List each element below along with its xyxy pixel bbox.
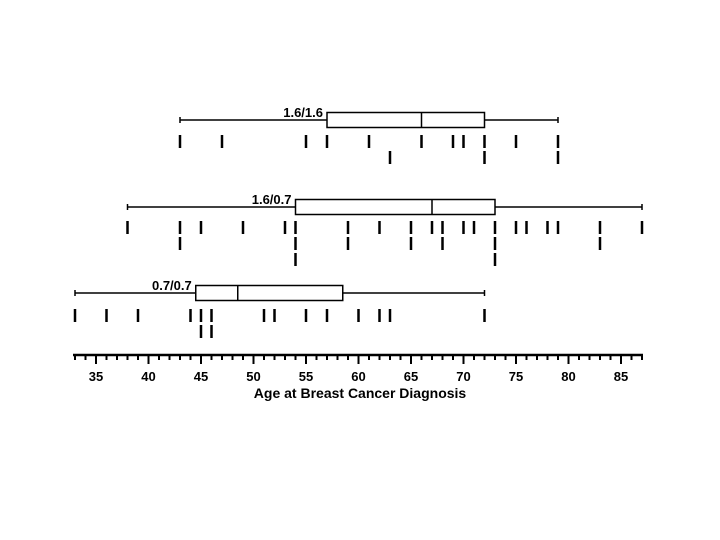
group-label: 1.6/0.7 (252, 192, 292, 207)
x-axis-title: Age at Breast Cancer Diagnosis (254, 385, 467, 401)
iqr-box (294, 198, 496, 216)
x-tick-label: 40 (141, 369, 155, 384)
iqr-box (195, 284, 344, 302)
x-tick-label: 80 (561, 369, 575, 384)
x-tick-label: 55 (299, 369, 313, 384)
x-tick-label: 70 (456, 369, 470, 384)
iqr-box (326, 111, 486, 129)
group-2: 1.6/0.7 (126, 192, 644, 266)
x-tick-label: 85 (614, 369, 628, 384)
x-tick-label: 50 (246, 369, 260, 384)
x-tick-label: 60 (351, 369, 365, 384)
group-label: 0.7/0.7 (152, 278, 192, 293)
x-tick-label: 45 (194, 369, 208, 384)
box-plot-groups: 1.6/1.6 1.6/0.7 0.7/0.7 (73, 105, 644, 338)
group-3: 0.7/0.7 (73, 278, 486, 338)
x-tick-label: 65 (404, 369, 418, 384)
x-axis: 35 40 45 50 55 60 65 70 75 80 85 (73, 353, 643, 384)
group-1: 1.6/1.6 (178, 105, 560, 164)
x-tick-label: 75 (509, 369, 523, 384)
x-tick-label: 35 (89, 369, 103, 384)
group-label: 1.6/1.6 (283, 105, 323, 120)
